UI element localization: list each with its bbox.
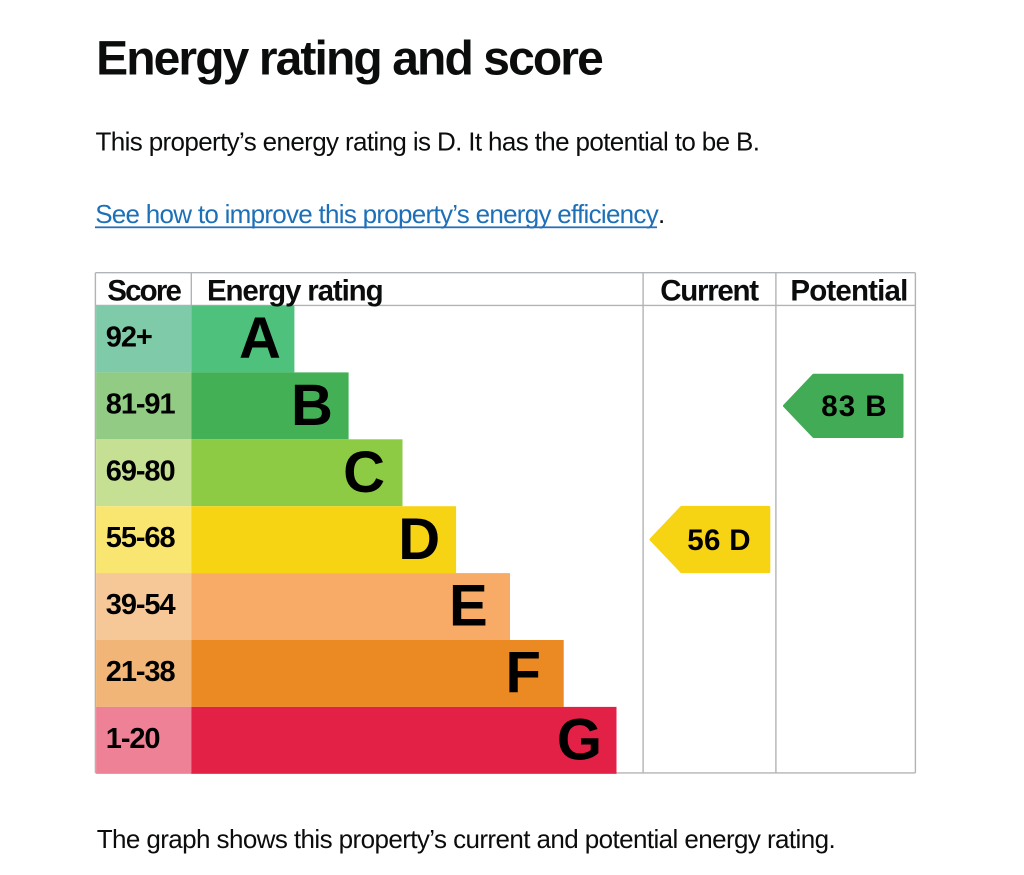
svg-text:This property’s energy rating: This property’s energy rating is D. It h…	[96, 126, 760, 156]
svg-text:A: A	[239, 306, 281, 371]
svg-text:G: G	[557, 708, 602, 773]
svg-text:Potential: Potential	[790, 275, 907, 308]
svg-text:21-38: 21-38	[106, 656, 176, 688]
svg-text:83 B: 83 B	[821, 390, 887, 423]
svg-text:D: D	[398, 507, 440, 572]
svg-text:Energy rating and score: Energy rating and score	[96, 32, 603, 85]
svg-text:39-54: 39-54	[106, 589, 176, 621]
svg-text:B: B	[291, 373, 333, 438]
svg-text:C: C	[343, 440, 385, 505]
svg-text:Current: Current	[660, 275, 759, 308]
svg-text:E: E	[449, 574, 488, 639]
svg-text:1-20: 1-20	[106, 723, 160, 755]
svg-text:55-68: 55-68	[106, 522, 176, 554]
svg-text:56 D: 56 D	[687, 524, 751, 557]
svg-text:Energy rating: Energy rating	[207, 275, 383, 308]
svg-text:F: F	[505, 641, 540, 706]
svg-text:92+: 92+	[106, 322, 152, 354]
svg-text:69-80: 69-80	[106, 455, 175, 487]
svg-text:See how to improve this proper: See how to improve this property’s energ…	[95, 199, 665, 229]
svg-text:Score: Score	[107, 275, 181, 308]
svg-text:The graph shows this property’: The graph shows this property’s current …	[97, 824, 835, 854]
svg-text:81-91: 81-91	[106, 388, 176, 420]
